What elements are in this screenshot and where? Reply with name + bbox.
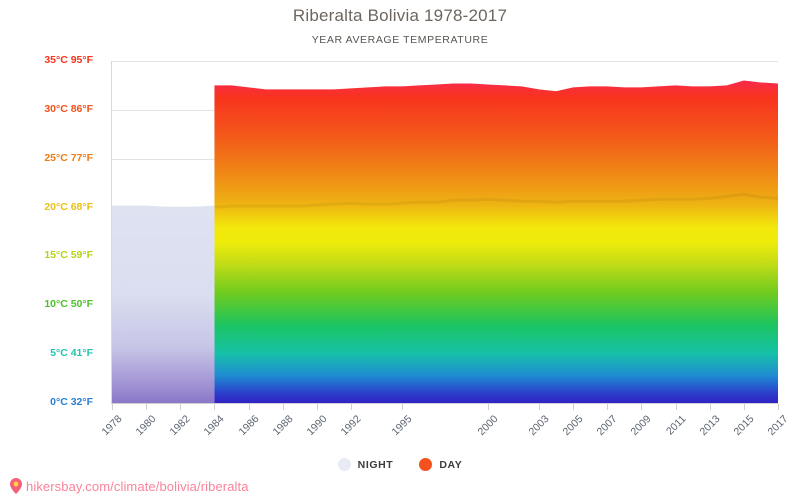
y-axis-tick-label: 0°C 32°F — [50, 396, 93, 408]
y-axis-tick-label: 10°C 50°F — [44, 298, 93, 311]
footer-watermark[interactable]: hikersbay.com/climate/bolivia/riberalta — [10, 478, 249, 494]
x-axis-tick — [146, 404, 148, 410]
x-axis-tick-label: 2009 — [628, 413, 654, 439]
x-axis-tick — [214, 404, 216, 410]
x-axis-tick-label: 2003 — [526, 413, 552, 439]
x-axis-tick — [487, 404, 489, 410]
x-axis-tick — [112, 404, 113, 410]
x-axis-tick — [709, 404, 711, 410]
legend-label-day: DAY — [439, 458, 463, 471]
gridline — [112, 61, 778, 62]
y-axis-tick-label: 15°C 59°F — [44, 249, 93, 262]
y-axis-tick-label: 20°C 68°F — [44, 200, 93, 213]
x-axis-tick-label: 1990 — [304, 413, 330, 439]
night-boundary-ridge — [214, 192, 778, 209]
day-swatch-icon — [419, 458, 433, 471]
chart-legend: NIGHT DAY — [0, 458, 800, 471]
y-axis-tick-label: 35°C 95°F — [44, 54, 93, 66]
day-area-path — [214, 80, 778, 403]
x-axis-tick-label: 1984 — [201, 413, 227, 439]
temperature-area-series — [112, 80, 778, 403]
x-axis-tick-label: 1986 — [236, 413, 262, 439]
page-title: Riberalta Bolivia 1978-2017 — [292, 6, 508, 25]
x-axis-tick — [743, 404, 745, 410]
x-axis-tick-label: 1978 — [99, 413, 125, 439]
x-axis-tick-label: 2000 — [475, 413, 501, 439]
x-axis-tick-label: 1988 — [270, 413, 296, 439]
y-axis-tick-label: 25°C 77°F — [44, 151, 93, 164]
x-axis-tick — [641, 404, 643, 410]
y-axis-line — [111, 61, 112, 404]
x-axis-tick — [778, 404, 779, 410]
x-axis-line — [112, 403, 778, 404]
x-axis-tick — [675, 404, 677, 410]
x-axis-tick — [573, 404, 575, 410]
night-area-path — [112, 205, 215, 403]
x-axis-tick-label: 2015 — [731, 413, 757, 439]
x-axis-tick — [538, 404, 540, 410]
x-axis-tick-label: 1980 — [133, 413, 159, 439]
x-axis-tick-label: 2007 — [594, 413, 620, 439]
x-axis-tick-label: 1992 — [338, 413, 364, 439]
x-axis-tick-label: 2005 — [560, 413, 586, 439]
x-axis-tick — [316, 404, 318, 410]
x-axis-tick — [248, 404, 250, 410]
plot-area — [111, 61, 779, 410]
x-axis-tick-label: 1995 — [389, 413, 415, 439]
legend-label-night: NIGHT — [357, 458, 394, 471]
location-pin-icon — [10, 478, 22, 494]
legend-item-night[interactable]: NIGHT — [337, 458, 394, 471]
night-swatch-icon — [337, 458, 351, 471]
x-axis-tick-label: 2011 — [663, 413, 689, 438]
x-axis-tick — [607, 404, 609, 410]
x-axis-tick — [180, 404, 182, 410]
legend-item-day[interactable]: DAY — [419, 458, 462, 471]
x-axis-tick — [351, 404, 353, 410]
y-axis-tick-label: 30°C 86°F — [44, 102, 93, 115]
footer-url: hikersbay.com/climate/bolivia/riberalta — [26, 478, 249, 494]
y-axis-tick-label: 5°C 41°F — [50, 347, 93, 360]
x-axis-tick — [402, 404, 404, 410]
x-axis-tick-label: 2017 — [765, 413, 791, 439]
x-axis-tick-label: 1982 — [167, 413, 193, 439]
x-axis-tick — [282, 404, 284, 410]
chart-subtitle: YEAR AVERAGE TEMPERATURE — [311, 34, 489, 46]
x-axis-tick-label: 2013 — [697, 413, 723, 439]
